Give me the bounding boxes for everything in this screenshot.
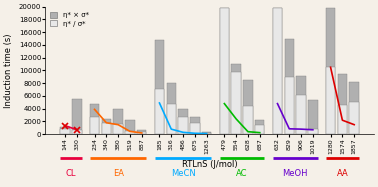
Bar — [102, 119, 111, 134]
Bar — [72, 99, 82, 134]
Bar — [178, 117, 188, 134]
Text: CL: CL — [66, 169, 76, 178]
Bar — [102, 123, 111, 134]
Bar — [220, 8, 229, 134]
Bar — [155, 40, 164, 134]
Bar — [190, 123, 200, 134]
Text: AC: AC — [236, 169, 248, 178]
Bar — [90, 117, 99, 134]
Bar — [231, 72, 241, 134]
Bar — [60, 129, 70, 134]
Bar — [167, 83, 176, 134]
Bar — [202, 132, 211, 134]
Bar — [255, 119, 265, 134]
Bar — [338, 74, 347, 134]
Bar — [273, 8, 282, 134]
Bar — [113, 109, 123, 134]
Bar — [113, 124, 123, 134]
X-axis label: RTLnS (J/mol): RTLnS (J/mol) — [182, 160, 237, 169]
Bar — [231, 64, 241, 134]
Bar — [273, 8, 282, 134]
Bar — [350, 102, 359, 134]
Bar — [243, 80, 253, 134]
Bar — [60, 127, 70, 134]
Y-axis label: Induction time (s): Induction time (s) — [4, 33, 13, 108]
Bar — [167, 104, 176, 134]
Bar — [125, 131, 135, 134]
Bar — [137, 130, 146, 134]
Bar — [178, 109, 188, 134]
Bar — [72, 130, 82, 134]
Bar — [190, 117, 200, 134]
Bar — [285, 77, 294, 134]
Bar — [296, 76, 306, 134]
Text: EA: EA — [113, 169, 124, 178]
Bar — [326, 67, 335, 134]
Bar — [350, 82, 359, 134]
Bar — [285, 39, 294, 134]
Bar — [296, 95, 306, 134]
Text: AA: AA — [336, 169, 348, 178]
Text: MeOH: MeOH — [282, 169, 308, 178]
Bar — [243, 105, 253, 134]
Bar — [308, 100, 318, 134]
Bar — [137, 132, 146, 134]
Bar — [220, 8, 229, 134]
Bar — [255, 125, 265, 134]
Bar — [308, 129, 318, 134]
Bar — [155, 89, 164, 134]
Bar — [338, 105, 347, 134]
Bar — [326, 8, 335, 134]
Bar — [90, 104, 99, 134]
Bar — [125, 120, 135, 134]
Bar — [202, 133, 211, 134]
Legend: η* × σ*, η* / σ*: η* × σ*, η* / σ* — [49, 10, 90, 28]
Text: MeCN: MeCN — [171, 169, 195, 178]
